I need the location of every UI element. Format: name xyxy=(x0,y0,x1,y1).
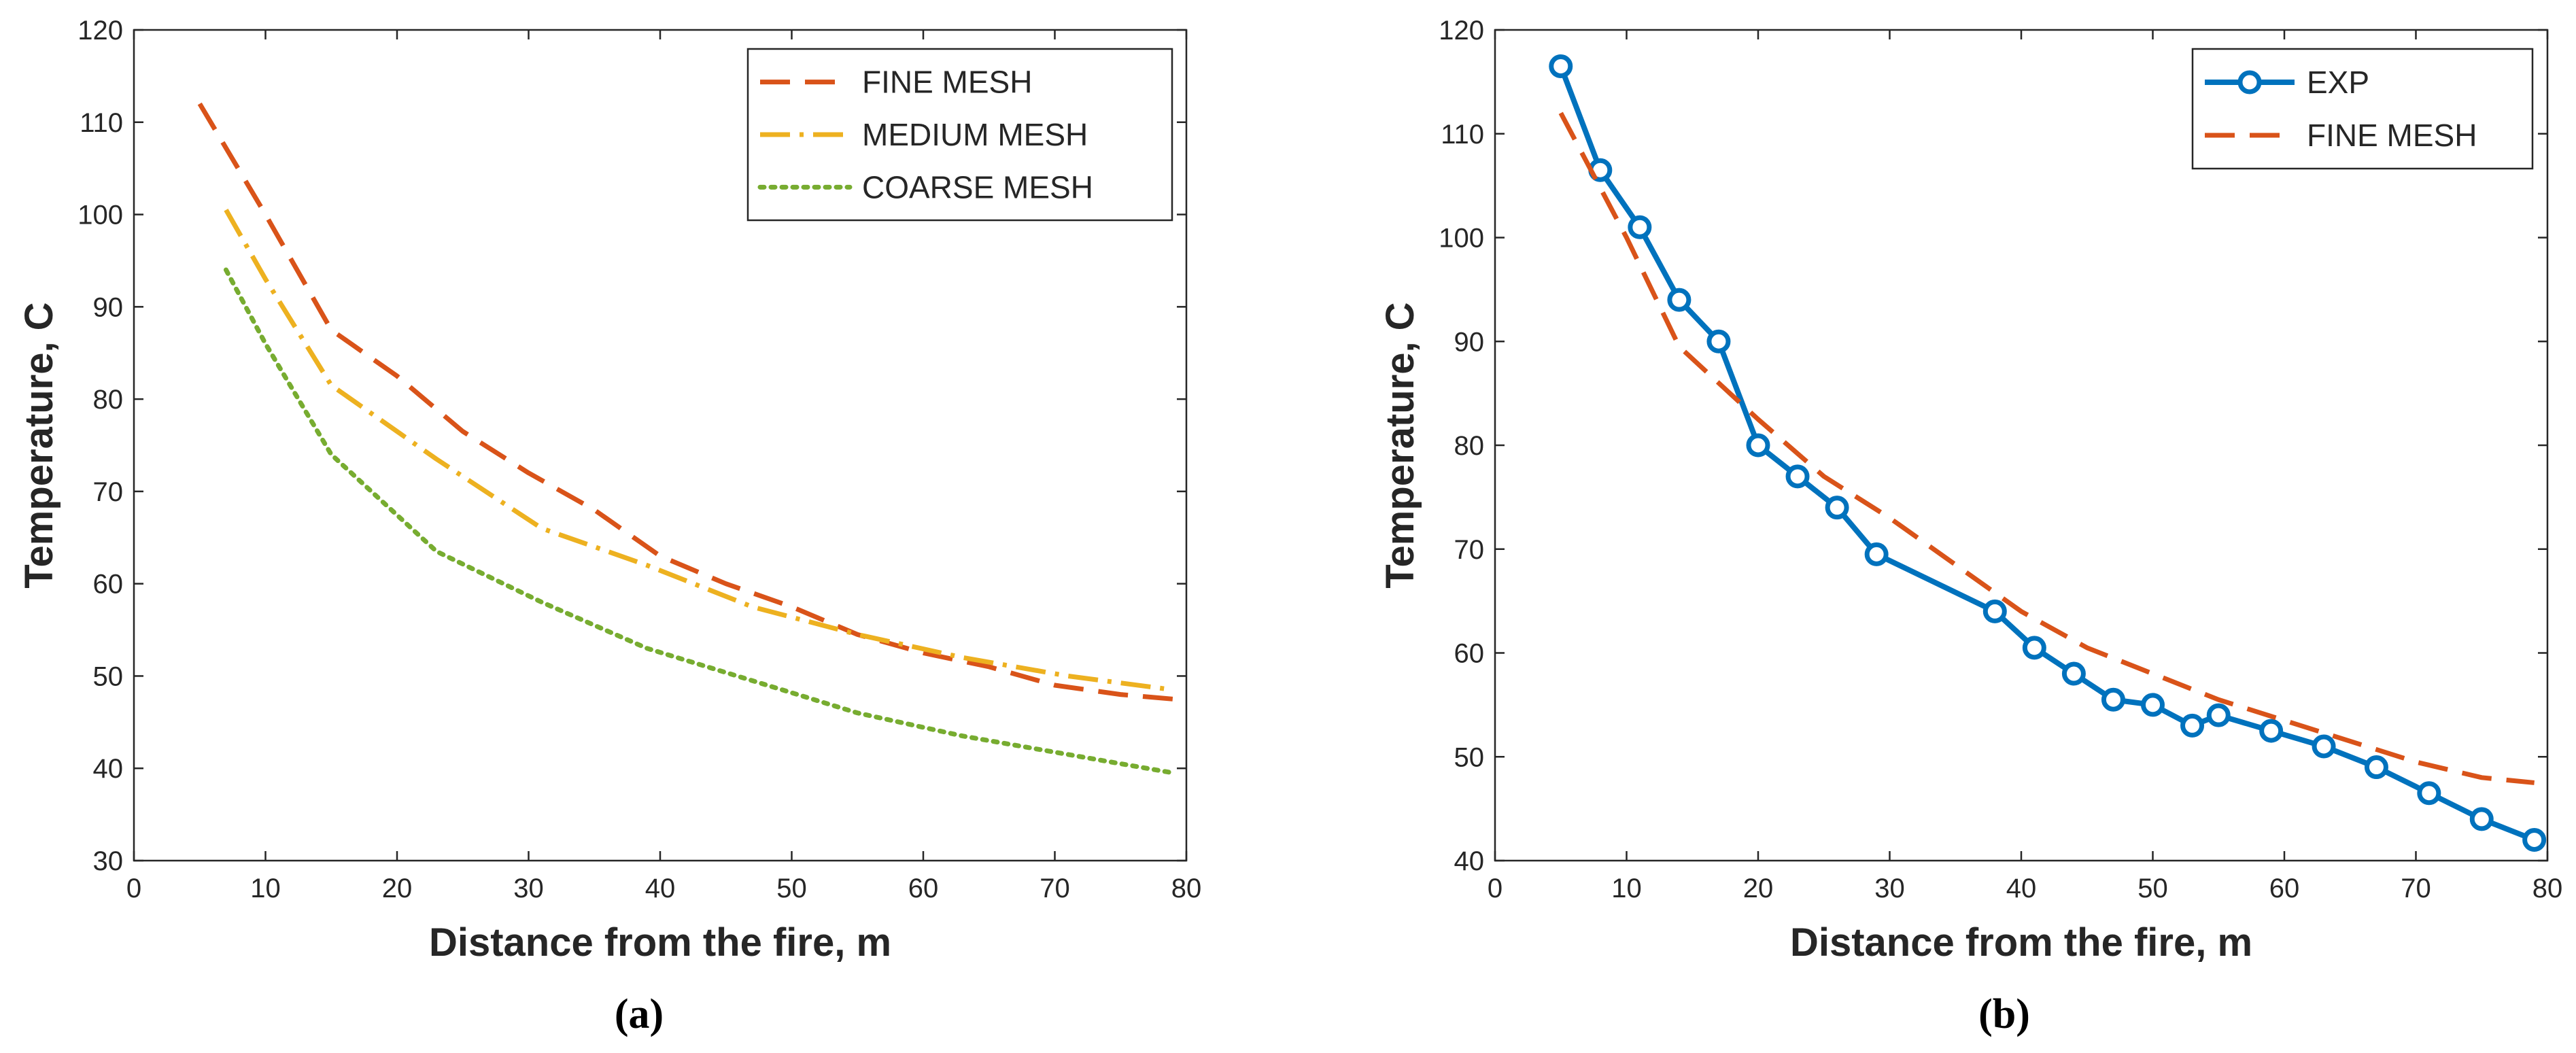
chart1-y-axis-label: Temperature, C xyxy=(17,302,61,588)
chart2-series-exp-point xyxy=(1864,542,1889,566)
chart2-x-tick-label: 0 xyxy=(1488,874,1502,903)
chart1-x-axis-label: Distance from the fire, m xyxy=(429,920,891,965)
chart1-y-tick-label: 100 xyxy=(78,201,123,230)
chart2-series-fine-mesh-line xyxy=(1558,111,2535,785)
chart2-legend-marker xyxy=(2237,70,2262,94)
chart1-legend-label: MEDIUM MESH xyxy=(862,117,1088,152)
chart2-x-tick-label: 30 xyxy=(1874,874,1905,903)
chart1-y-tick-label: 80 xyxy=(93,385,124,415)
chart2-series-exp-point xyxy=(2022,636,2046,660)
chart1-x-tick-label: 20 xyxy=(382,874,413,903)
chart2-panel-label: (b) xyxy=(1978,991,2030,1037)
chart2-series-exp-point xyxy=(1746,433,1770,458)
chart2-series-exp-point xyxy=(1667,288,1691,312)
chart2-series-exp-point xyxy=(2061,661,2086,686)
chart2-y-tick-label: 100 xyxy=(1439,224,1484,254)
chart1-x-tick-label: 80 xyxy=(1171,874,1202,903)
chart1-x-tick-label: 30 xyxy=(513,874,544,903)
chart2-x-tick-label: 80 xyxy=(2532,874,2563,903)
chart2-series-exp-point xyxy=(1825,496,1849,520)
chart2-series-exp-point xyxy=(1785,464,1810,489)
chart2-x-tick-label: 50 xyxy=(2137,874,2168,903)
chart2-x-tick-label: 10 xyxy=(1611,874,1642,903)
chart2-x-tick-label: 40 xyxy=(2006,874,2037,903)
chart2-y-tick-label: 80 xyxy=(1454,431,1485,461)
chart1-y-tick-label: 110 xyxy=(80,108,123,138)
chart1-x-tick-label: 40 xyxy=(645,874,676,903)
chart2-y-tick-label: 60 xyxy=(1454,639,1485,669)
chart1-y-tick-label: 70 xyxy=(93,477,124,507)
chart1-x-tick-label: 0 xyxy=(126,874,141,903)
chart2-legend-label: FINE MESH xyxy=(2307,118,2477,153)
chart2-series-exp-point xyxy=(2469,807,2494,831)
chart1-y-tick-label: 40 xyxy=(93,754,124,784)
chart2-series-exp-point xyxy=(2364,755,2388,780)
chart2-x-tick-label: 60 xyxy=(2269,874,2300,903)
chart1-y-tick-label: 30 xyxy=(93,846,124,876)
chart1-panel-label: (a) xyxy=(615,991,664,1037)
chart2-y-tick-label: 90 xyxy=(1454,327,1485,357)
chart2-series-exp-point xyxy=(2206,703,2231,727)
chart1-panel: 0 10 20 30 40 50 60 70 80 30 40 50 60 70 80 90 100 110 120… xyxy=(17,16,1201,1037)
chart2-series-exp-point xyxy=(1549,54,1573,78)
chart1-x-tick-label: 10 xyxy=(250,874,281,903)
chart2-series-exp-point xyxy=(2312,734,2336,759)
chart1-series-fine-mesh-line xyxy=(197,102,1173,702)
chart2-x-tick-label: 70 xyxy=(2401,874,2431,903)
chart1-y-tick-label: 90 xyxy=(93,292,124,322)
chart2-series-exp-point xyxy=(2180,713,2205,738)
chart2-x-axis-label: Distance from the fire, m xyxy=(1790,920,2252,965)
chart1-x-tick-label: 60 xyxy=(908,874,939,903)
chart2-series-exp-point xyxy=(1706,329,1731,353)
chart2-y-axis-label: Temperature, C xyxy=(1378,302,1422,588)
chart1-series-coarse-mesh-line xyxy=(223,267,1176,776)
chart2-series-exp-point xyxy=(1628,215,1652,239)
chart2-series-exp-point xyxy=(2101,687,2125,712)
chart2-series-exp-point xyxy=(2259,719,2284,743)
chart1-y-tick-label: 50 xyxy=(93,661,124,691)
chart2-panel: 0 10 20 30 40 50 60 70 80 40 50 60 70 80 90 100 110 120 Di… xyxy=(1378,16,2562,1037)
chart1-y-tick-label: 120 xyxy=(78,16,123,46)
chart2-y-tick-label: 110 xyxy=(1441,120,1484,150)
chart1-y-tick-label: 60 xyxy=(93,570,124,600)
chart1-legend-label: COARSE MESH xyxy=(862,169,1093,205)
chart2-series-exp-point xyxy=(2522,827,2547,852)
chart2-series-exp-point xyxy=(2417,781,2441,806)
chart2-series-exp-point xyxy=(2141,693,2165,717)
chart2-y-tick-label: 40 xyxy=(1454,846,1485,876)
chart1-legend: FINE MESH MEDIUM MESH COARSE MESH xyxy=(746,48,1173,222)
chart2-series-exp-point xyxy=(1982,599,2007,623)
chart2-x-tick-label: 20 xyxy=(1743,874,1774,903)
chart2-y-tick-label: 70 xyxy=(1454,535,1485,565)
chart1-series-medium-mesh-line xyxy=(224,209,1174,693)
chart1-x-tick-label: 50 xyxy=(776,874,807,903)
chart1-legend-label: FINE MESH xyxy=(862,65,1032,100)
chart2-series-exp-line xyxy=(1558,65,2536,843)
chart2-legend-label: EXP xyxy=(2307,65,2369,100)
chart1-x-tick-label: 70 xyxy=(1040,874,1070,903)
chart2-y-tick-label: 120 xyxy=(1439,16,1484,46)
chart2-legend: EXP FINE MESH xyxy=(2191,48,2534,170)
chart2-y-tick-label: 50 xyxy=(1454,742,1485,772)
chart2-legend-box xyxy=(2191,48,2534,170)
